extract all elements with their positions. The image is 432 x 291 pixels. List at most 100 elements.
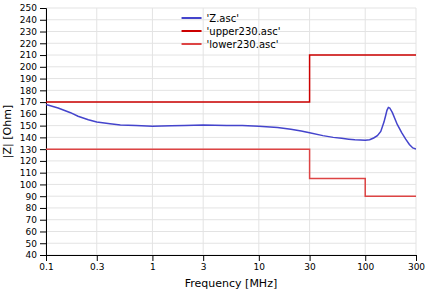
y-tick-label: 100	[20, 180, 37, 190]
x-tick-mark	[310, 255, 311, 261]
y-grid-line	[46, 243, 416, 244]
y-tick: 90	[26, 192, 46, 202]
y-tick-label: 60	[26, 227, 38, 237]
x-tick-label: 30	[304, 262, 316, 272]
y-tick-label: 70	[26, 215, 38, 225]
y-tick-label: 240	[20, 15, 37, 25]
y-tick-mark	[40, 231, 46, 232]
y-tick: 230	[20, 27, 46, 37]
y-tick-mark	[40, 32, 46, 33]
y-tick-label: 210	[20, 50, 37, 60]
y-tick-label: 250	[20, 3, 37, 13]
x-tick: 0.1	[39, 255, 53, 272]
x-tick: 30	[304, 255, 316, 272]
x-tick-mark	[152, 255, 153, 261]
y-tick-label: 80	[26, 203, 38, 213]
x-tick-label: 100	[357, 262, 374, 272]
y-tick-mark	[40, 126, 46, 127]
series-line	[46, 55, 416, 102]
y-tick-label: 200	[20, 62, 37, 72]
y-grid-line	[46, 113, 416, 114]
y-tick: 50	[26, 239, 46, 249]
x-tick-mark	[416, 255, 417, 261]
x-axis: 0.1 0.3 1 3 10 30 100 300	[39, 255, 425, 272]
y-tick: 160	[20, 109, 46, 119]
y-tick-label: 130	[20, 145, 37, 155]
y-tick: 240	[20, 15, 46, 25]
y-tick: 120	[20, 156, 46, 166]
y-grid-line	[46, 66, 416, 67]
y-tick-mark	[40, 55, 46, 56]
y-tick-label: 90	[26, 192, 38, 202]
x-tick-label: 0.3	[90, 262, 104, 272]
legend-item: 'upper230.asc'	[182, 26, 281, 37]
y-grid-line	[46, 160, 416, 161]
y-tick-mark	[40, 196, 46, 197]
series-line	[46, 104, 416, 149]
y-tick: 80	[26, 203, 46, 213]
lines	[46, 55, 416, 196]
y-grid-line	[46, 8, 416, 9]
legend-swatch	[182, 30, 202, 32]
legend-swatch	[182, 43, 202, 45]
legend: 'Z.asc' 'upper230.asc' 'lower230.asc'	[182, 13, 281, 50]
plot: 0.10.31310301003004050607080901001101201…	[20, 3, 426, 272]
y-tick-mark	[40, 173, 46, 174]
y-tick: 250	[20, 3, 46, 13]
y-tick-label: 140	[20, 133, 37, 143]
legend-label: 'upper230.asc'	[207, 26, 281, 37]
y-tick-label: 220	[20, 39, 37, 49]
y-grid-line	[46, 219, 416, 220]
x-tick-mark	[203, 255, 204, 261]
x-tick-label: 3	[201, 262, 207, 272]
x-tick-label: 300	[408, 262, 425, 272]
y-grid-line	[46, 207, 416, 208]
y-tick-label: 190	[20, 74, 37, 84]
y-grid-line	[46, 78, 416, 79]
y-tick-mark	[40, 20, 46, 21]
y-tick-label: 120	[20, 156, 37, 166]
y-tick-mark	[40, 102, 46, 103]
y-tick: 140	[20, 133, 46, 143]
y-grid-line	[46, 196, 416, 197]
legend-label: 'Z.asc'	[207, 13, 239, 24]
y-grid-line	[46, 137, 416, 138]
x-grid-line	[96, 8, 97, 255]
y-tick: 110	[20, 168, 46, 178]
y-tick: 60	[26, 227, 46, 237]
x-tick-label: 0.1	[39, 262, 53, 272]
y-axis-line	[40, 9, 47, 256]
y-tick: 40	[26, 250, 46, 260]
y-axis-title: |Z| [Ohm]	[1, 105, 14, 158]
y-tick-label: 50	[26, 239, 38, 249]
y-tick: 220	[20, 39, 46, 49]
y-tick-mark	[40, 43, 46, 44]
x-tick: 300	[408, 255, 425, 272]
x-tick: 10	[254, 255, 266, 272]
y-axis: 4050607080901001101201301401501601701801…	[20, 3, 47, 260]
y-tick: 150	[20, 121, 46, 131]
x-grid-line	[152, 8, 153, 255]
y-tick-mark	[40, 184, 46, 185]
x-axis-line	[47, 256, 417, 262]
x-tick-mark	[259, 255, 260, 261]
y-tick: 100	[20, 180, 46, 190]
x-grid-line	[365, 8, 366, 255]
legend-label: 'lower230.asc'	[207, 39, 279, 50]
y-tick-label: 230	[20, 27, 37, 37]
y-tick-mark	[40, 79, 46, 80]
y-tick: 170	[20, 97, 46, 107]
x-tick: 0.3	[90, 255, 104, 272]
legend-item: 'Z.asc'	[182, 13, 239, 24]
y-tick-mark	[40, 67, 46, 68]
grid	[46, 8, 416, 255]
x-grid-line	[203, 8, 204, 255]
x-tick-label: 1	[150, 262, 156, 272]
chart: 0.10.31310301003004050607080901001101201…	[0, 0, 432, 291]
y-tick: 210	[20, 50, 46, 60]
x-tick-mark	[365, 255, 366, 261]
y-tick-mark	[40, 255, 46, 256]
y-tick-mark	[40, 114, 46, 115]
y-grid-line	[46, 172, 416, 173]
x-grid-line	[416, 8, 417, 255]
